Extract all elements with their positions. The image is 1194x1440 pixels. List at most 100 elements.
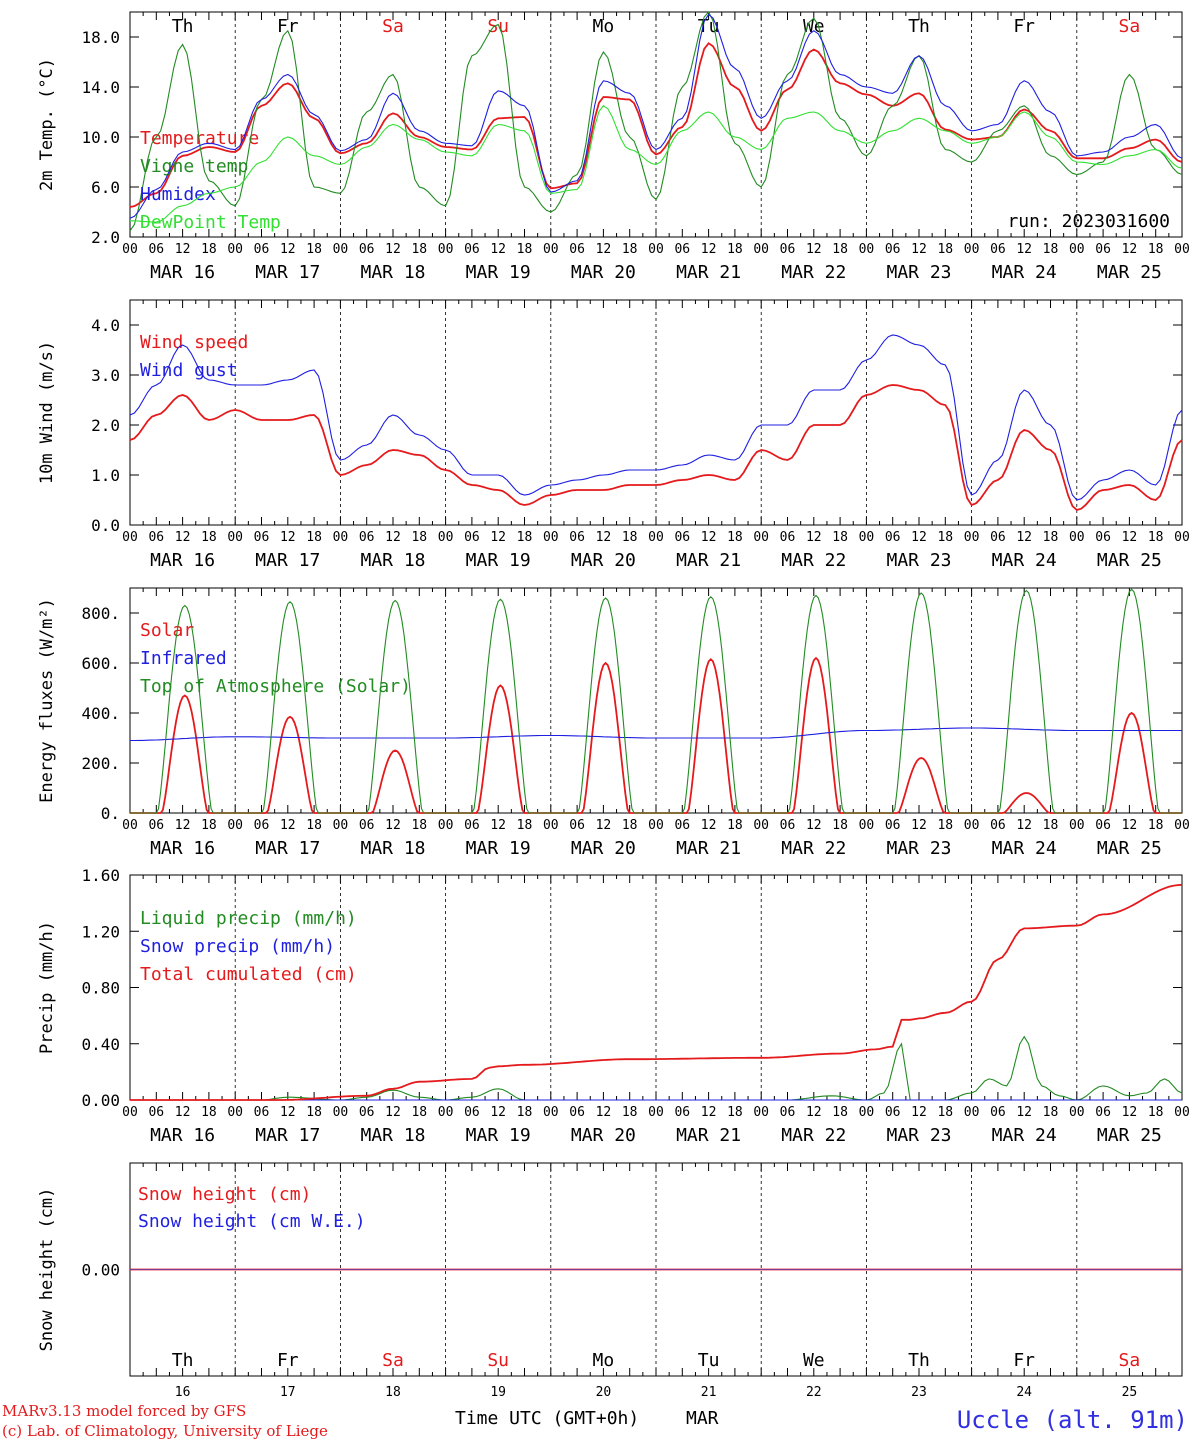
- hour-tick-label: 06: [1095, 1105, 1111, 1120]
- hour-tick-label: 00: [964, 530, 980, 545]
- y-tick-label: 0.0: [91, 516, 120, 535]
- hour-tick-label: 06: [990, 242, 1006, 257]
- hour-tick-label: 00: [333, 530, 349, 545]
- hour-tick-label: 06: [990, 818, 1006, 833]
- day-number-label: 22: [806, 1385, 822, 1400]
- day-number-label: 23: [911, 1385, 927, 1400]
- y-tick-label: 0.80: [81, 979, 120, 998]
- hour-tick-label: 00: [859, 530, 875, 545]
- hour-tick-label: 00: [753, 1105, 769, 1120]
- legend-entry: Total cumulated (cm): [140, 964, 357, 985]
- y-tick-label: 800.: [81, 604, 120, 623]
- day-number-label: 20: [596, 1385, 612, 1400]
- y-tick-label: 2.0: [91, 228, 120, 247]
- y-tick-label: 10.0: [81, 128, 120, 147]
- weekday-label: Sa: [382, 16, 404, 37]
- hour-tick-label: 18: [517, 530, 533, 545]
- hour-tick-label: 00: [648, 818, 664, 833]
- series-line: [130, 883, 1183, 1101]
- hour-tick-label: 06: [148, 242, 164, 257]
- series-line: [130, 105, 1183, 223]
- y-axis-label: Precip (mm/h): [37, 921, 57, 1054]
- hour-tick-label: 06: [359, 242, 375, 257]
- legend-entry: Vigne temp: [140, 156, 248, 177]
- date-label: MAR 18: [360, 550, 425, 571]
- y-tick-label: 2.0: [91, 416, 120, 435]
- date-label: MAR 18: [360, 838, 425, 859]
- hour-tick-label: 06: [569, 530, 585, 545]
- hour-tick-label: 06: [148, 1105, 164, 1120]
- date-label: MAR 25: [1097, 550, 1162, 571]
- legend-entry: Snow height (cm W.E.): [138, 1211, 366, 1232]
- date-label: MAR 16: [150, 550, 215, 571]
- hour-tick-label: 00: [648, 530, 664, 545]
- hour-tick-label: 12: [911, 242, 927, 257]
- hour-tick-label: 18: [411, 1105, 427, 1120]
- hour-tick-label: 00: [964, 242, 980, 257]
- y-tick-label: 0.00: [81, 1091, 120, 1110]
- hour-tick-label: 12: [1122, 530, 1138, 545]
- hour-tick-label: 00: [648, 242, 664, 257]
- hour-tick-label: 00: [543, 242, 559, 257]
- hour-tick-label: 12: [911, 1105, 927, 1120]
- hour-tick-label: 18: [832, 242, 848, 257]
- y-tick-label: 0.40: [81, 1035, 120, 1054]
- hour-tick-label: 12: [175, 530, 191, 545]
- hour-tick-label: 00: [227, 818, 243, 833]
- y-tick-label: 1.20: [81, 922, 120, 941]
- weekday-label: Mo: [593, 16, 615, 37]
- date-label: MAR 25: [1097, 262, 1162, 283]
- hour-tick-label: 18: [517, 1105, 533, 1120]
- hour-tick-label: 18: [727, 1105, 743, 1120]
- weekday-label: Th: [172, 1350, 194, 1371]
- hour-tick-label: 12: [701, 1105, 717, 1120]
- weekday-label: Sa: [382, 1350, 404, 1371]
- hour-tick-label: 06: [464, 1105, 480, 1120]
- legend-entry: Snow height (cm): [138, 1184, 311, 1205]
- legend-entry: DewPoint Temp: [140, 212, 281, 233]
- hour-tick-label: 06: [885, 242, 901, 257]
- hour-tick-label: 12: [1016, 818, 1032, 833]
- hour-tick-label: 12: [490, 818, 506, 833]
- hour-tick-label: 06: [780, 818, 796, 833]
- hour-tick-label: 06: [885, 530, 901, 545]
- station-label: Uccle (alt. 91m): [957, 1406, 1188, 1434]
- hour-tick-label: 00: [227, 242, 243, 257]
- hour-tick-label: 00: [859, 818, 875, 833]
- date-label: MAR 21: [676, 838, 741, 859]
- hour-tick-label: 06: [464, 242, 480, 257]
- hour-tick-label: 18: [727, 530, 743, 545]
- panel-1: 2.0 6.0 10.0 14.0 18.0 2m Temp. (°C) 00 06 12 18 M…: [37, 11, 1190, 283]
- plot-frame: [129, 11, 1183, 238]
- hour-tick-label: 18: [411, 530, 427, 545]
- day-number-label: 16: [175, 1385, 191, 1400]
- panel-3: 0. 200. 400. 600. 800. Energy fluxes (W/m²) 00…: [37, 587, 1190, 859]
- weekday-label: Fr: [1013, 1350, 1035, 1371]
- hour-tick-label: 00: [122, 818, 138, 833]
- legend-entry: Snow precip (mm/h): [140, 936, 335, 957]
- date-label: MAR 19: [466, 262, 531, 283]
- hour-tick-label: 00: [1174, 242, 1190, 257]
- date-label: MAR 19: [466, 838, 531, 859]
- date-label: MAR 23: [886, 262, 951, 283]
- hour-tick-label: 06: [780, 1105, 796, 1120]
- hour-tick-label: 00: [1069, 242, 1085, 257]
- hour-tick-label: 18: [1043, 1105, 1059, 1120]
- hour-tick-label: 12: [280, 1105, 296, 1120]
- legend-entry: Humidex: [140, 184, 216, 205]
- date-label: MAR 22: [781, 1125, 846, 1146]
- date-label: MAR 17: [255, 262, 320, 283]
- hour-tick-label: 12: [175, 242, 191, 257]
- y-tick-label: 600.: [81, 654, 120, 673]
- hour-tick-label: 12: [701, 818, 717, 833]
- weekday-label: Sa: [1119, 16, 1141, 37]
- y-tick-label: 14.0: [81, 78, 120, 97]
- hour-tick-label: 18: [201, 530, 217, 545]
- date-label: MAR 22: [781, 838, 846, 859]
- day-number-label: 19: [490, 1385, 506, 1400]
- day-number-label: 18: [385, 1385, 401, 1400]
- hour-tick-label: 18: [622, 1105, 638, 1120]
- hour-tick-label: 00: [1174, 1105, 1190, 1120]
- hour-tick-label: 06: [464, 530, 480, 545]
- hour-tick-label: 18: [727, 242, 743, 257]
